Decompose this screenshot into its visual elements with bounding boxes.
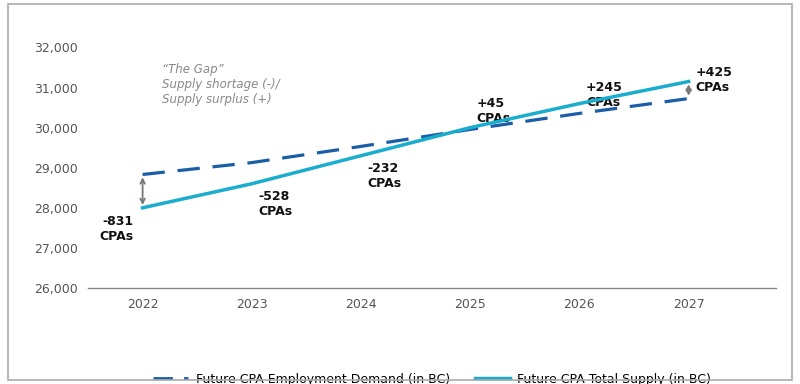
Text: -232
CPAs: -232 CPAs bbox=[367, 162, 402, 190]
Text: +245
CPAs: +245 CPAs bbox=[586, 81, 623, 109]
Text: “The Gap”
Supply shortage (-)/
Supply surplus (+): “The Gap” Supply shortage (-)/ Supply su… bbox=[162, 63, 280, 106]
Legend: Future CPA Employment Demand (in BC), Future CPA Total Supply (in BC): Future CPA Employment Demand (in BC), Fu… bbox=[148, 368, 716, 384]
Text: +45
CPAs: +45 CPAs bbox=[477, 97, 511, 125]
Text: -528
CPAs: -528 CPAs bbox=[258, 190, 293, 218]
Text: +425
CPAs: +425 CPAs bbox=[695, 66, 732, 94]
Text: -831
CPAs: -831 CPAs bbox=[100, 215, 134, 243]
